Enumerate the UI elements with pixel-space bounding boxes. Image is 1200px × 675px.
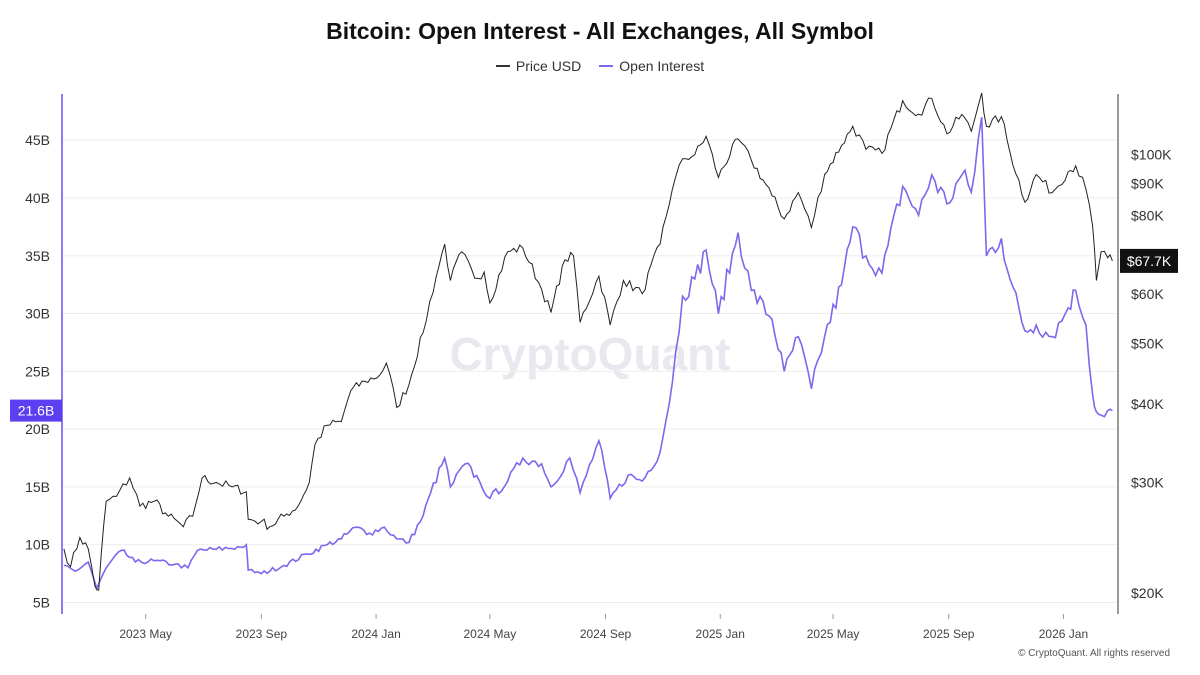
price-current-badge: $67.7K [1120, 248, 1178, 273]
left-tick-label: 45B [25, 132, 50, 148]
right-tick-label: $40K [1131, 396, 1164, 412]
left-tick-label: 40B [25, 190, 50, 206]
left-axis-ticks: 5B 10B 15B 20B 25B 30B 35B 40B 45B [25, 132, 50, 610]
right-tick-label: $100K [1131, 147, 1172, 163]
right-tick-label: $60K [1131, 286, 1164, 302]
legend-item-price[interactable]: Price USD [495, 58, 582, 74]
oi-current-badge: 21.6B [10, 399, 62, 422]
left-tick-label: 15B [25, 479, 50, 495]
legend-swatch-price [495, 65, 510, 67]
price-badge-label: $67.7K [1127, 253, 1172, 269]
watermark: CryptoQuant [449, 328, 730, 380]
x-tick-label: 2023 Sep [236, 627, 288, 641]
legend-item-open-interest[interactable]: Open Interest [599, 58, 704, 74]
x-tick-label: 2026 Jan [1039, 627, 1088, 641]
x-axis-ticks: 2023 May 2023 Sep 2024 Jan 2024 May 2024 Sep… [119, 614, 1088, 641]
right-axis-ticks: $20K $30K $40K $50K $60K $80K $90K $100K [1131, 147, 1172, 601]
legend-swatch-open-interest [599, 65, 614, 67]
left-tick-label: 35B [25, 248, 50, 264]
oi-badge-label: 21.6B [18, 403, 55, 419]
right-tick-label: $20K [1131, 585, 1164, 601]
x-tick-label: 2024 Jan [351, 627, 400, 641]
price-badge-bg [1120, 248, 1178, 273]
left-tick-label: 20B [25, 421, 50, 437]
right-tick-label: $30K [1131, 474, 1164, 490]
right-tick-label: $80K [1131, 207, 1164, 223]
left-tick-label: 10B [25, 537, 50, 553]
copyright-notice: © CryptoQuant. All rights reserved [1018, 648, 1170, 659]
x-tick-label: 2025 Jan [696, 627, 745, 641]
left-tick-label: 5B [33, 594, 50, 610]
x-tick-label: 2024 May [464, 627, 517, 641]
legend-label-open-interest: Open Interest [619, 58, 705, 74]
right-tick-label: $50K [1131, 335, 1164, 351]
chart-title: Bitcoin: Open Interest - All Exchanges, … [326, 18, 874, 44]
oi-badge-bg [10, 399, 62, 422]
x-tick-label: 2024 Sep [580, 627, 632, 641]
grid-lines [62, 139, 1118, 603]
chart-legend: Price USD Open Interest [0, 58, 1200, 74]
x-tick-label: 2023 May [119, 627, 172, 641]
series-line-open-interest [63, 116, 1113, 592]
left-tick-label: 25B [25, 363, 50, 379]
series-line-price [63, 92, 1113, 591]
left-tick-label: 30B [25, 306, 50, 322]
legend-label-price: Price USD [515, 58, 582, 74]
x-tick-label: 2025 Sep [923, 627, 975, 641]
right-tick-label: $90K [1131, 175, 1164, 191]
x-tick-label: 2025 May [807, 627, 860, 641]
